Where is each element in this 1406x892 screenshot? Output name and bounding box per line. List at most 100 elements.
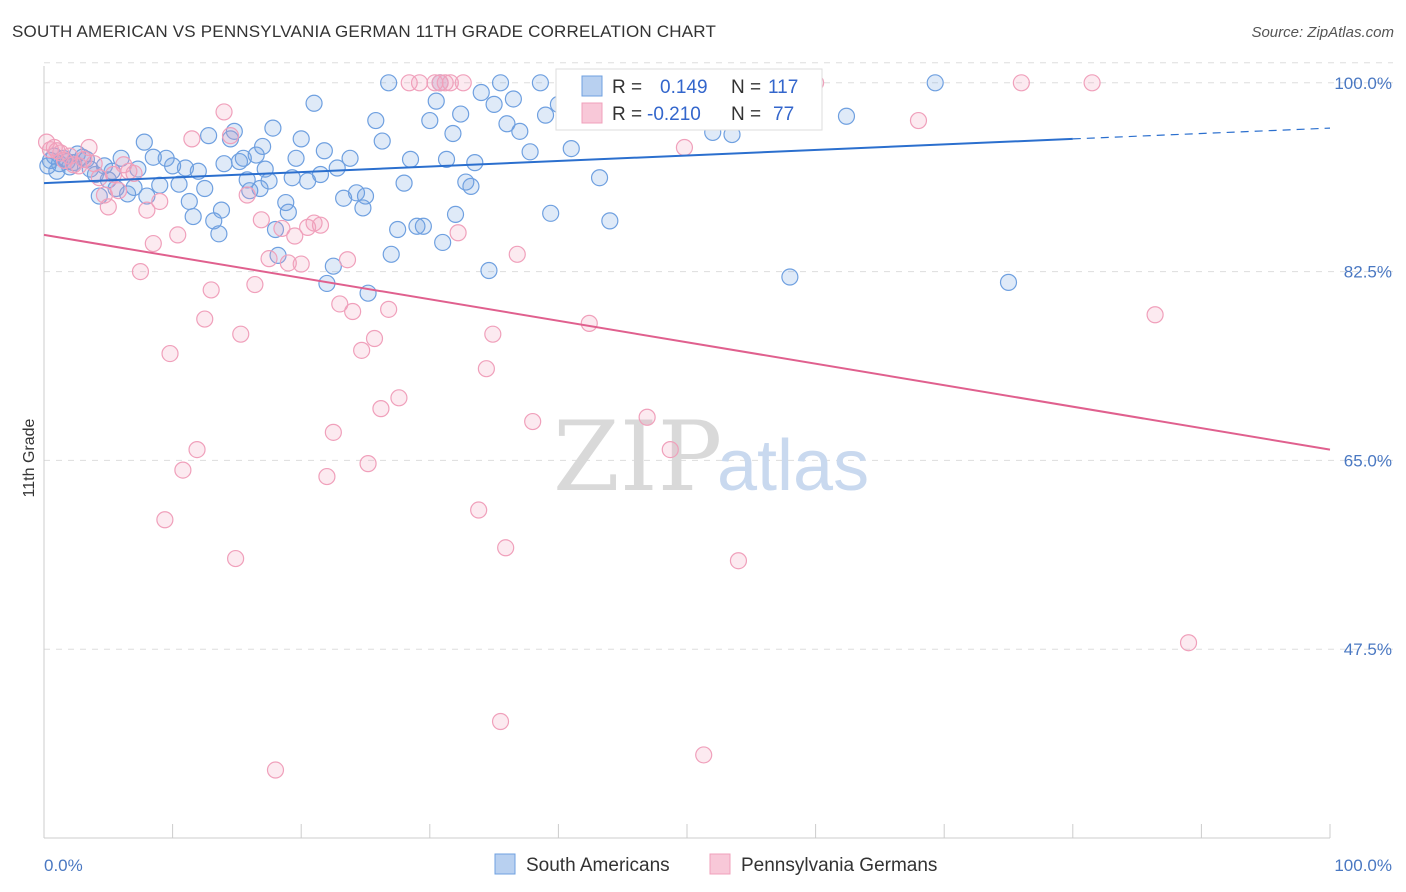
data-point-pennsylvania-germans [64, 156, 83, 174]
data-point-pennsylvania-germans [90, 169, 108, 187]
legend-swatch-pink [581, 102, 603, 124]
legend-r-label-2: R = [612, 104, 642, 125]
data-point-south-americans [434, 233, 452, 252]
trend-line-south-americans-extension [1072, 127, 1331, 140]
data-point-south-americans [446, 205, 465, 224]
data-point-south-americans [238, 171, 256, 189]
data-point-pennsylvania-germans [449, 224, 467, 242]
data-point-south-americans [521, 143, 539, 161]
y-tick-label: 65.0% [1344, 451, 1392, 470]
legend: R = 0.149 N = 117 R = -0.210 N = 77 [555, 68, 823, 131]
data-point-south-americans [287, 149, 305, 167]
data-point-south-americans [184, 207, 202, 226]
legend-n-value-2: 77 [773, 104, 794, 125]
data-point-south-americans [279, 203, 297, 221]
data-point-pennsylvania-germans [661, 441, 679, 459]
data-point-south-americans [414, 217, 432, 235]
data-point-south-americans [373, 132, 391, 150]
data-point-pennsylvania-germans [174, 461, 192, 479]
data-point-pennsylvania-germans [441, 74, 459, 92]
legend-n-value-1: 117 [768, 77, 798, 98]
data-point-pennsylvania-germans [344, 302, 362, 321]
trend-line-pennsylvania-germans [43, 233, 1331, 451]
data-point-south-americans [212, 201, 231, 219]
data-point-south-americans [266, 220, 285, 239]
data-point-pennsylvania-germans [675, 138, 694, 157]
data-point-south-americans [837, 107, 856, 125]
trend-line-south-americans [43, 137, 1073, 185]
data-point-pennsylvania-germans [497, 539, 515, 557]
data-point-pennsylvania-germans [508, 245, 526, 263]
data-point-pennsylvania-germans [279, 254, 297, 272]
x-tick-label: 0.0% [44, 856, 83, 875]
data-point-south-americans [542, 204, 560, 222]
y-axis-label: 11th Grade [21, 418, 38, 497]
data-point-pennsylvania-germans [144, 234, 162, 253]
data-point-pennsylvania-germans [324, 423, 342, 441]
bottom-legend: South Americans Pennsylvania Germans [494, 853, 937, 876]
data-point-south-americans [485, 95, 503, 113]
data-point-south-americans [536, 106, 555, 124]
data-point-south-americans [176, 159, 195, 177]
data-point-pennsylvania-germans [484, 325, 502, 343]
x-tick-labels: 0.0% 100.0% [44, 856, 1392, 875]
data-point-south-americans [452, 105, 470, 123]
data-point-south-americans [347, 184, 366, 202]
watermark-atlas: atlas [717, 426, 869, 506]
data-point-pennsylvania-germans [638, 408, 656, 426]
data-point-south-americans [210, 225, 228, 243]
data-point-pennsylvania-germans [305, 214, 323, 232]
points [37, 74, 1198, 779]
data-point-south-americans [335, 189, 353, 207]
data-point-pennsylvania-germans [380, 300, 398, 318]
data-point-south-americans [118, 185, 137, 203]
data-point-pennsylvania-germans [232, 325, 250, 343]
data-point-south-americans [427, 92, 445, 110]
data-point-pennsylvania-germans [477, 360, 495, 378]
data-point-south-americans [189, 162, 207, 180]
data-point-south-americans [601, 212, 619, 230]
data-point-pennsylvania-germans [131, 262, 150, 281]
data-point-pennsylvania-germans [359, 455, 377, 473]
data-point-pennsylvania-germans [580, 314, 598, 332]
data-point-south-americans [356, 187, 375, 205]
legend-r-label-1: R = [612, 77, 642, 98]
chart-source: Source: ZipAtlas.com [1251, 24, 1394, 41]
data-point-pennsylvania-germans [161, 344, 179, 363]
data-point-pennsylvania-germans [221, 127, 240, 145]
data-point-south-americans [144, 148, 162, 166]
data-point-pennsylvania-germans [273, 219, 291, 238]
data-point-pennsylvania-germans [169, 226, 187, 244]
data-point-south-americans [511, 122, 529, 140]
trend-lines [43, 127, 1331, 451]
data-point-south-americans [277, 193, 295, 212]
data-point-south-americans [260, 172, 278, 190]
data-point-south-americans [170, 175, 188, 193]
data-point-south-americans [421, 111, 439, 130]
x-tick-label: 100.0% [1334, 856, 1392, 875]
data-point-south-americans [395, 174, 413, 192]
data-point-pennsylvania-germans [292, 255, 310, 273]
legend-r-value-2: -0.210 [647, 104, 701, 125]
bottom-legend-pennsylvania-germans: Pennsylvania Germans [741, 855, 937, 876]
data-point-south-americans [328, 159, 346, 177]
data-point-south-americans [401, 150, 420, 168]
data-point-south-americans [472, 83, 490, 102]
data-point-pennsylvania-germans [238, 186, 256, 204]
data-point-south-americans [380, 74, 398, 92]
data-point-south-americans [138, 187, 156, 205]
data-point-pennsylvania-germans [372, 400, 390, 418]
data-point-south-americans [215, 155, 233, 173]
data-point-south-americans [590, 169, 609, 187]
data-point-pennsylvania-germans [183, 130, 201, 148]
data-point-south-americans [498, 115, 516, 133]
data-point-pennsylvania-germans [80, 138, 98, 157]
y-tick-label: 47.5% [1344, 640, 1392, 659]
data-point-south-americans [466, 154, 484, 172]
data-point-south-americans [180, 192, 198, 211]
data-point-pennsylvania-germans [729, 552, 748, 570]
data-point-pennsylvania-germans [215, 103, 233, 121]
data-point-south-americans [234, 149, 252, 167]
data-point-pennsylvania-germans [227, 549, 245, 568]
legend-swatch-blue [581, 75, 603, 97]
